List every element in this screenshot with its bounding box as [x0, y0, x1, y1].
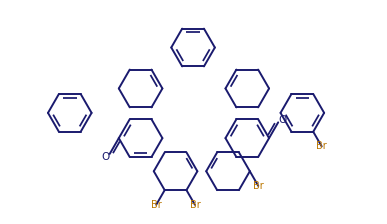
Text: Br: Br [190, 200, 200, 210]
Text: O: O [102, 151, 110, 162]
Text: Br: Br [151, 200, 162, 210]
Text: O: O [278, 115, 286, 125]
Text: Br: Br [316, 141, 327, 151]
Text: Br: Br [253, 181, 264, 191]
